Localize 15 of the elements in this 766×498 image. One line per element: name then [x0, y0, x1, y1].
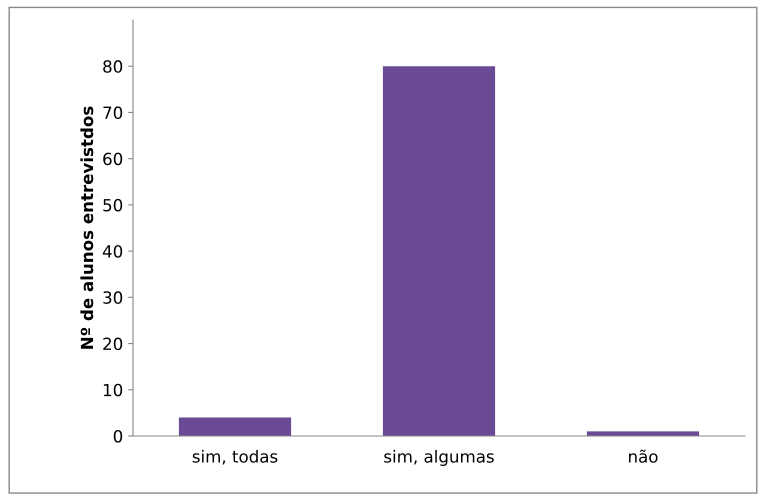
y-tick-label: 60 — [103, 152, 122, 166]
x-tick-label: não — [629, 450, 658, 463]
y-tick-label: 80 — [103, 60, 122, 73]
x-tick-label: sim, todas — [192, 450, 278, 464]
y-axis-title: Nº de alunos entrevistdos — [80, 106, 94, 349]
x-tick-label: sim, algumas — [384, 450, 494, 466]
y-tick-label: 40 — [102, 245, 122, 258]
bar — [178, 418, 292, 436]
y-tick-label: 10 — [104, 384, 122, 396]
y-tick-label: 20 — [103, 338, 122, 350]
bar — [382, 66, 496, 436]
y-tick-label: 70 — [103, 106, 122, 120]
y-tick-label: 0 — [114, 430, 122, 443]
y-tick-label: 30 — [103, 291, 122, 304]
y-tick-label: 50 — [103, 198, 122, 212]
